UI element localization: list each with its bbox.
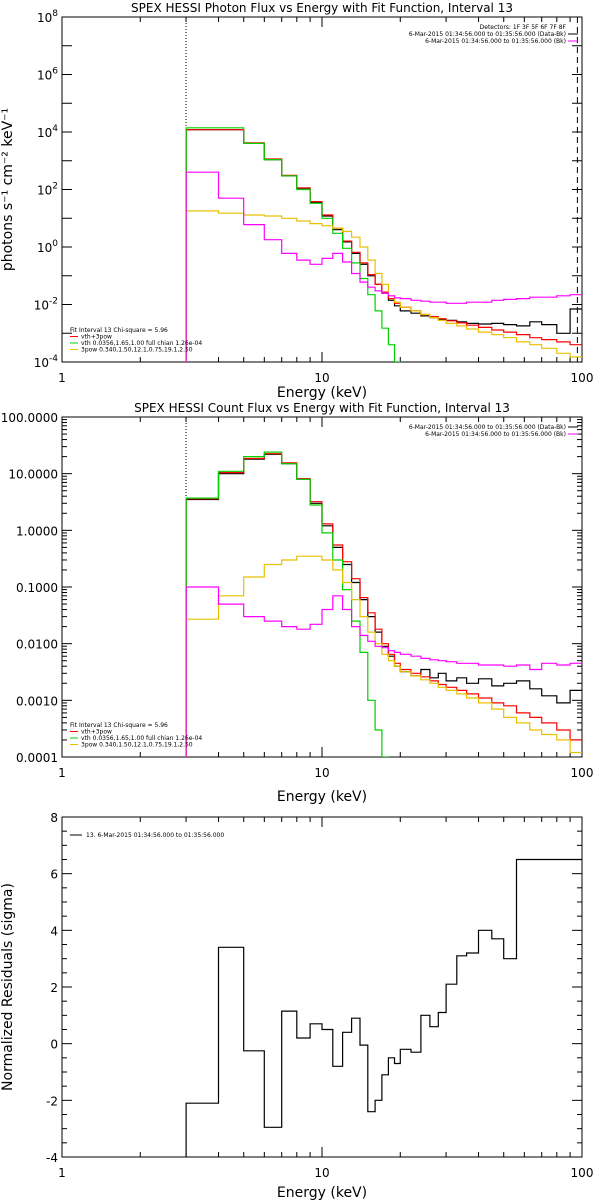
x-axis-label: Energy (keV) bbox=[277, 789, 367, 805]
legend-entry-left: vth+3pow bbox=[81, 334, 112, 341]
legend-entry-left: 3pow 0.340,1.50,12.1,0.75,19.1,2.50 bbox=[81, 347, 193, 354]
y-tick-label: 6 bbox=[50, 868, 58, 882]
y-tick-label: 8 bbox=[50, 811, 58, 825]
chart-panel-3: 1 10 100 -4 -2 0 2 4 6 8 Energy (keV) Normalized Re… bbox=[0, 811, 593, 1200]
legend-entry-right: 6-Mar-2015 01:34:56.000 to 01:35:56.000 … bbox=[425, 38, 566, 45]
x-tick-label: 1 bbox=[58, 766, 66, 780]
x-tick-label: 10 bbox=[314, 766, 329, 780]
legend-entry-right: 6-Mar-2015 01:34:56.000 to 01:35:56.000 … bbox=[409, 31, 566, 38]
legend-entry-left: vth 0.0356,1.65,1.00 full chian 1.26e-04 bbox=[81, 735, 202, 742]
series-line-vth-3pow bbox=[185, 129, 582, 362]
legend-entry-left: 3pow 0.340,1.50,12.1,0.75,19.1,2.50 bbox=[81, 742, 193, 749]
y-tick-label: 100.0000 bbox=[1, 411, 58, 425]
legend-entry-right: 6-Mar-2015 01:34:56.000 to 01:35:56.000 … bbox=[409, 424, 566, 431]
legend-entry-right: Detectors: 1F 3F 5F 6F 7F 8F bbox=[480, 24, 567, 31]
x-tick-label: 100 bbox=[571, 1166, 594, 1180]
x-axis-label: Energy (keV) bbox=[277, 385, 367, 401]
series-line--data-bk- bbox=[185, 453, 582, 757]
y-tick-label: 104 bbox=[37, 124, 58, 140]
x-axis-label: Energy (keV) bbox=[277, 1185, 367, 1200]
legend-entry-left: Fit Interval 13 Chi-square = 5.96 bbox=[70, 722, 168, 729]
chart-title: SPEX HESSI Photon Flux vs Energy with Fi… bbox=[131, 1, 513, 15]
legend-entry-left: 13. 6-Mar-2015 01:34:56.000 to 01:35:56.… bbox=[86, 832, 224, 839]
series-line-vth-3pow bbox=[185, 453, 582, 757]
series-line-vth bbox=[185, 127, 401, 362]
y-tick-label: 108 bbox=[37, 9, 58, 25]
y-tick-label: -2 bbox=[46, 1094, 58, 1108]
y-axis-label: Normalized Residuals (sigma) bbox=[0, 883, 16, 1091]
y-tick-label: 0.0010 bbox=[16, 694, 58, 708]
y-tick-label: 0.1000 bbox=[16, 581, 58, 595]
y-tick-label: 0.0100 bbox=[16, 638, 58, 652]
y-tick-label: 2 bbox=[50, 981, 58, 995]
series-group bbox=[185, 127, 582, 362]
y-tick-label: -4 bbox=[46, 1151, 58, 1165]
y-tick-label: 102 bbox=[37, 182, 58, 198]
x-tick-label: 10 bbox=[314, 371, 329, 385]
series-line--data-bk- bbox=[185, 129, 582, 362]
y-tick-label: 4 bbox=[50, 924, 58, 938]
series-line-3pow bbox=[185, 210, 582, 362]
series-line-3pow bbox=[185, 555, 582, 757]
x-tick-label: 10 bbox=[314, 1166, 329, 1180]
y-tick-label: 10-4 bbox=[34, 354, 59, 370]
chart-title: SPEX HESSI Count Flux vs Energy with Fit… bbox=[134, 401, 510, 415]
y-tick-label: 0.0001 bbox=[16, 751, 58, 765]
plot-frame bbox=[61, 16, 583, 363]
y-tick-label: 10-2 bbox=[34, 297, 58, 313]
y-tick-label: 100 bbox=[37, 239, 58, 255]
plot-frame bbox=[61, 816, 583, 1158]
series-group bbox=[185, 451, 582, 757]
y-tick-label: 10.0000 bbox=[8, 468, 58, 482]
x-tick-label: 100 bbox=[571, 371, 594, 385]
y-tick-label: 106 bbox=[37, 67, 58, 83]
series-line--bk- bbox=[185, 586, 582, 757]
x-tick-label: 100 bbox=[571, 766, 594, 780]
legend-entry-left: vth 0.0356,1.65,1.00 full chian 1.26e-04 bbox=[81, 340, 202, 347]
series-group bbox=[185, 858, 582, 1157]
chart-panel-2: 1 10 100 0.0001 0.0010 0.0100 0.1000 1.0000 10.0… bbox=[1, 401, 594, 805]
y-tick-label: 0 bbox=[50, 1038, 58, 1052]
y-tick-label: 1.0000 bbox=[16, 524, 58, 538]
series-line-residuals bbox=[185, 858, 582, 1157]
legend-entry-left: vth+3pow bbox=[81, 729, 112, 736]
chart-panel-1: 1 10 100 10-4 10-2 100 102 104 106 108 SPEX HESSI … bbox=[0, 1, 593, 401]
x-tick-label: 1 bbox=[58, 1166, 66, 1180]
x-tick-label: 1 bbox=[58, 371, 66, 385]
legend-entry-left: Fit Interval 13 Chi-square = 5.96 bbox=[70, 327, 168, 334]
series-line--bk- bbox=[185, 171, 582, 362]
y-axis-label: photons s⁻¹ cm⁻² keV⁻¹ bbox=[0, 108, 16, 271]
legend-entry-right: 6-Mar-2015 01:34:56.000 to 01:35:56.000 … bbox=[425, 431, 566, 438]
series-line-vth bbox=[185, 451, 389, 757]
